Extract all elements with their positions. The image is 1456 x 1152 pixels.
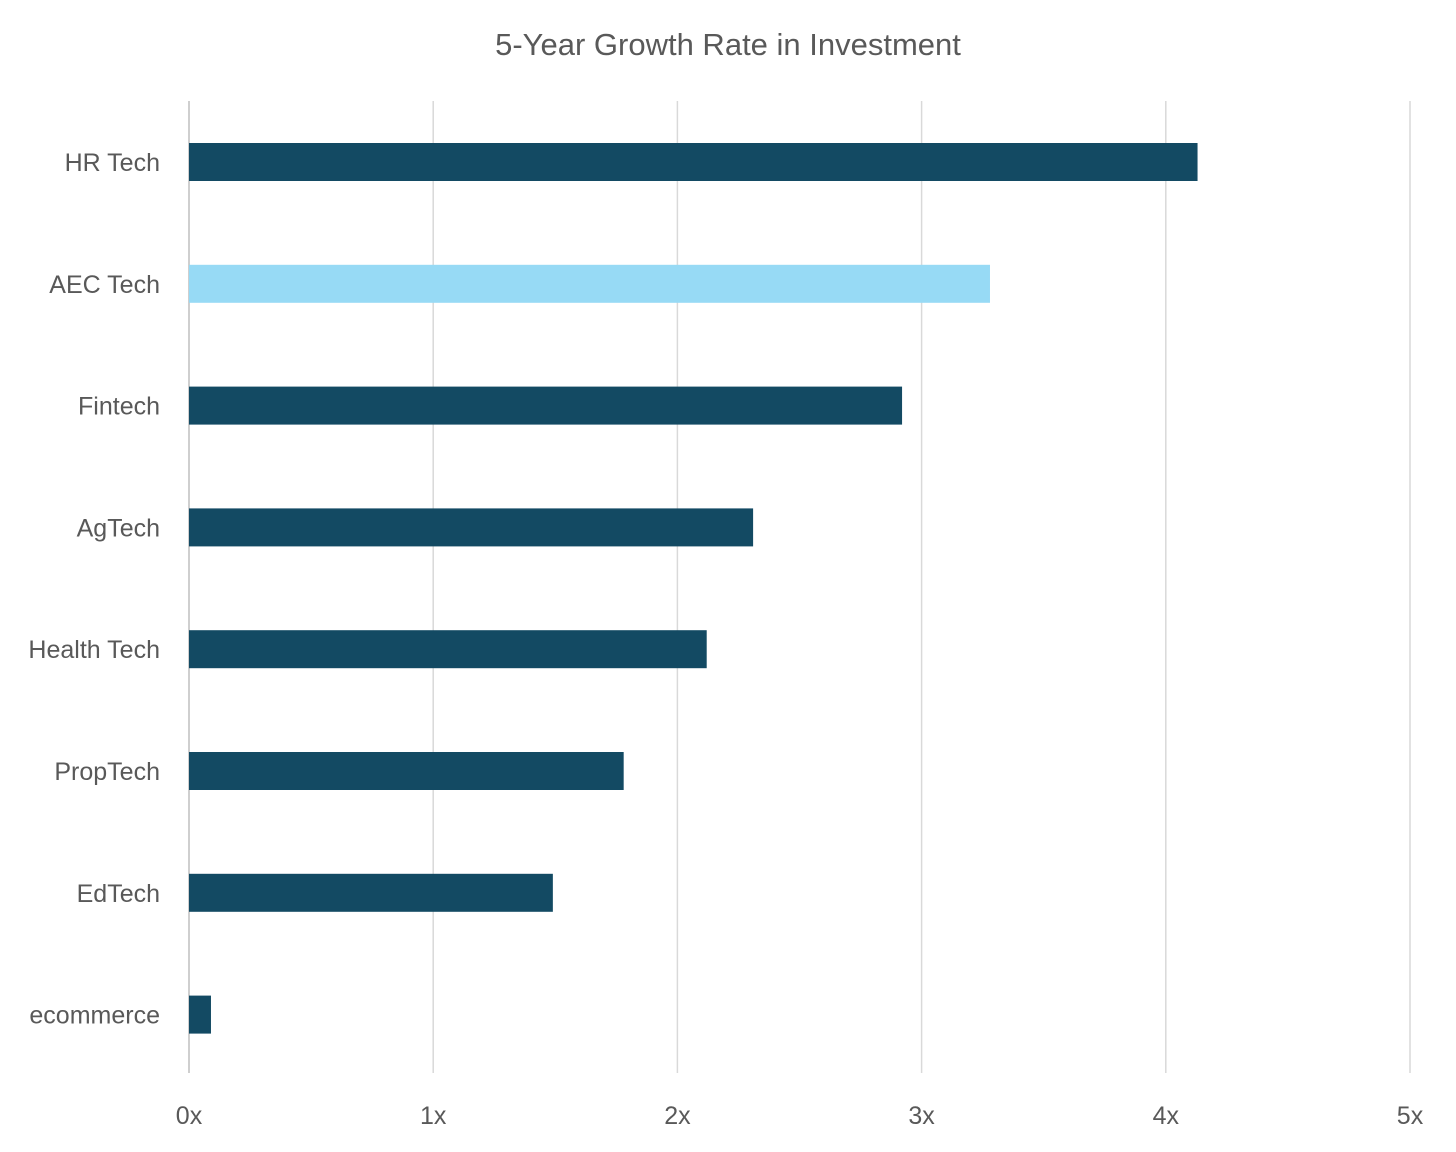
x-axis-tick-labels: 0x 1x 2x 3x 4x 5x: [176, 1102, 1424, 1130]
bar-edtech: [189, 873, 553, 912]
bar-fintech: [189, 386, 903, 425]
category-label: Fintech: [78, 393, 160, 421]
category-label: EdTech: [77, 880, 160, 908]
bar-agtech: [189, 508, 754, 547]
bars: [189, 143, 1198, 1034]
x-tick-label: 0x: [176, 1102, 203, 1130]
chart-title: 5-Year Growth Rate in Investment: [495, 27, 961, 62]
x-tick-label: 1x: [420, 1102, 447, 1130]
bar-health-tech: [189, 630, 707, 669]
category-labels: HR Tech AEC Tech Fintech AgTech Health Tech P…: [28, 149, 160, 1030]
bar-hr-tech: [189, 143, 1198, 181]
category-label: HR Tech: [65, 149, 160, 177]
bar-aec-tech: [189, 264, 990, 303]
category-label: PropTech: [54, 758, 160, 786]
x-tick-label: 3x: [908, 1102, 935, 1130]
bar-proptech: [189, 752, 624, 790]
x-tick-label: 5x: [1397, 1102, 1424, 1130]
category-label: Health Tech: [28, 636, 160, 664]
category-label: ecommerce: [29, 1002, 160, 1030]
x-tick-label: 2x: [664, 1102, 691, 1130]
category-label: AgTech: [77, 514, 160, 542]
gridlines: [188, 101, 1411, 1073]
category-label: AEC Tech: [49, 271, 160, 299]
x-tick-label: 4x: [1153, 1102, 1180, 1130]
bar-ecommerce: [189, 995, 211, 1034]
